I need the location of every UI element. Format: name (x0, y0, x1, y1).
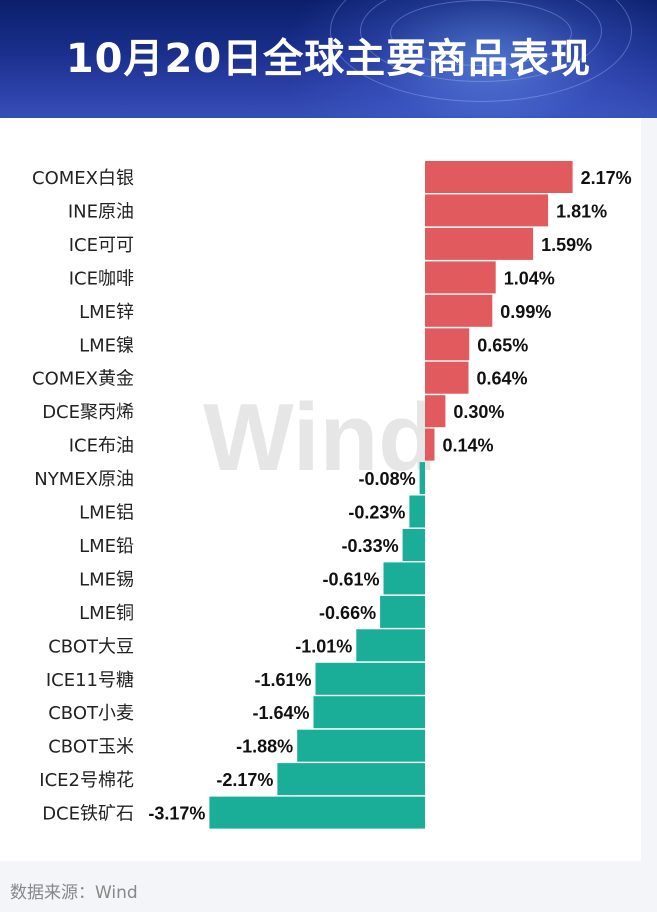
header-banner: 10月20日全球主要商品表现 (0, 0, 657, 118)
category-label: COMEX黄金 (32, 369, 134, 390)
right-margin-band (641, 118, 657, 861)
watermark-text: Wind (203, 384, 437, 491)
value-label: -0.08% (359, 469, 416, 489)
value-label: -1.88% (236, 737, 293, 757)
value-label: 0.14% (443, 436, 494, 456)
category-label: ICE可可 (69, 235, 134, 256)
bar (380, 595, 425, 628)
bar (277, 763, 425, 796)
bar (425, 194, 549, 227)
bar (425, 328, 470, 361)
bar (425, 161, 573, 193)
bars-group (209, 161, 573, 829)
header-ring (390, 0, 572, 66)
category-label: NYMEX原油 (34, 469, 134, 490)
value-label: 2.17% (581, 168, 632, 188)
bottom-margin-band (0, 861, 657, 912)
bar (425, 261, 496, 294)
bar (313, 696, 425, 729)
category-label: DCE聚丙烯 (42, 402, 134, 423)
value-label: 1.04% (504, 268, 555, 288)
bar (425, 395, 446, 428)
value-label: -0.33% (342, 536, 399, 556)
value-label: -0.66% (319, 603, 376, 623)
category-label: ICE2号棉花 (39, 770, 134, 791)
bar (425, 361, 469, 394)
category-label: INE原油 (68, 201, 134, 222)
category-label: LME镍 (79, 335, 134, 356)
bar (425, 428, 435, 461)
value-label: 0.30% (453, 402, 504, 422)
category-label: LME铝 (79, 503, 134, 524)
category-label: COMEX白银 (32, 168, 134, 189)
bar (419, 462, 425, 495)
bar (402, 529, 425, 561)
category-label: CBOT小麦 (48, 703, 134, 724)
category-label: ICE咖啡 (69, 268, 134, 289)
bar (315, 662, 425, 695)
value-label: 0.64% (477, 369, 528, 389)
value-label: -1.01% (295, 636, 352, 656)
value-labels-group: 2.17% 1.81% 1.59% 1.04% 0.99% 0.65% 0.64% 0.30%… (148, 168, 631, 824)
value-label: -1.61% (254, 670, 311, 690)
bar (356, 629, 425, 662)
bar (383, 562, 425, 595)
source-note: 数据来源：Wind (10, 883, 138, 903)
value-label: -0.23% (348, 503, 405, 523)
bar (297, 729, 425, 762)
bar (409, 495, 425, 528)
bar (425, 227, 534, 260)
category-label: LME锡 (79, 569, 134, 590)
value-label: -2.17% (216, 770, 273, 790)
category-label: LME铅 (79, 536, 134, 557)
category-label: LME锌 (79, 302, 134, 323)
category-labels-group: COMEX白银 INE原油 ICE可可 ICE咖啡 LME锌 LME镍 COMEX黄金 DCE… (32, 168, 134, 825)
bar (209, 796, 425, 829)
value-label: -0.61% (322, 569, 379, 589)
category-label: DCE铁矿石 (42, 804, 134, 825)
bar (425, 294, 493, 327)
category-label: CBOT玉米 (48, 737, 134, 758)
category-label: ICE布油 (69, 436, 134, 457)
value-label: 1.81% (556, 201, 607, 221)
value-label: -3.17% (148, 804, 205, 824)
value-label: 0.65% (477, 335, 528, 355)
page-title: 10月20日全球主要商品表现 (65, 36, 592, 82)
value-label: 0.99% (500, 302, 551, 322)
category-label: LME铜 (79, 603, 134, 624)
value-label: -1.64% (252, 703, 309, 723)
category-label: ICE11号糖 (46, 670, 134, 691)
value-label: 1.59% (541, 235, 592, 255)
category-label: CBOT大豆 (48, 636, 134, 657)
